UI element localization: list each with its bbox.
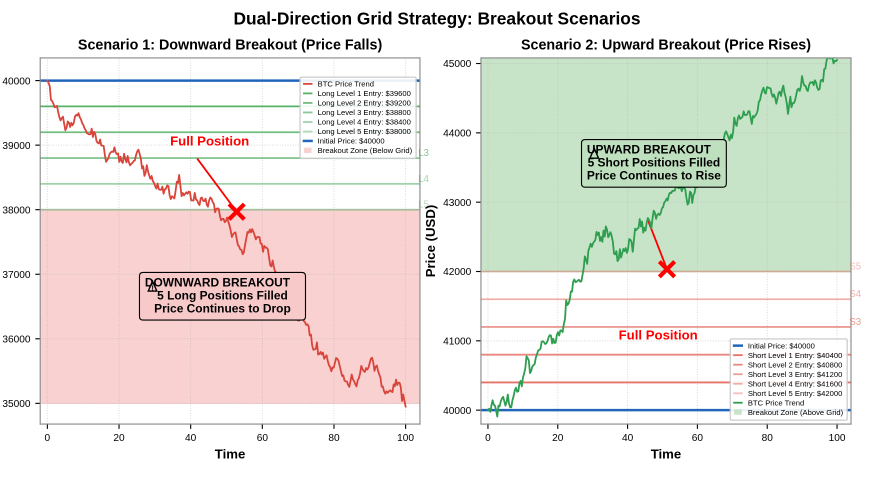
svg-text:BTC Price Trend: BTC Price Trend <box>318 80 374 89</box>
svg-text:80: 80 <box>328 433 340 444</box>
svg-text:37000: 37000 <box>2 270 31 281</box>
svg-text:Full Position: Full Position <box>170 133 249 148</box>
svg-text:20: 20 <box>552 433 564 444</box>
svg-text:Scenario 2: Upward Breakout (P: Scenario 2: Upward Breakout (Price Rises… <box>521 38 811 54</box>
svg-text:Time: Time <box>651 446 682 461</box>
svg-text:0: 0 <box>485 433 491 444</box>
svg-text:S5: S5 <box>849 261 861 272</box>
svg-text:5 Long Positions Filled: 5 Long Positions Filled <box>157 288 288 302</box>
svg-text:Long Level 2 Entry: $39200: Long Level 2 Entry: $39200 <box>318 99 411 108</box>
svg-text:Initial Price: $40000: Initial Price: $40000 <box>748 341 815 350</box>
svg-text:BTC Price Trend: BTC Price Trend <box>748 398 804 407</box>
svg-text:Short Level 4 Entry: $41600: Short Level 4 Entry: $41600 <box>748 379 843 388</box>
svg-text:S3: S3 <box>849 317 861 328</box>
svg-text:40000: 40000 <box>443 406 472 417</box>
svg-text:Short Level 5 Entry: $42000: Short Level 5 Entry: $42000 <box>748 389 843 398</box>
svg-text:38000: 38000 <box>2 205 31 216</box>
svg-text:Scenario 1: Downward Breakout: Scenario 1: Downward Breakout (Price Fal… <box>78 38 383 54</box>
svg-text:0: 0 <box>45 433 51 444</box>
svg-text:Short Level 3 Entry: $41200: Short Level 3 Entry: $41200 <box>748 370 843 379</box>
svg-text:35000: 35000 <box>2 399 31 410</box>
svg-text:Breakout Zone (Above Grid): Breakout Zone (Above Grid) <box>748 408 844 417</box>
svg-text:40000: 40000 <box>2 76 31 87</box>
svg-text:44000: 44000 <box>443 129 472 140</box>
svg-text:Price Continues to Drop: Price Continues to Drop <box>154 301 291 315</box>
svg-text:Dual-Direction Grid Strategy:: Dual-Direction Grid Strategy: Breakout S… <box>233 9 640 29</box>
svg-text:39000: 39000 <box>2 141 31 152</box>
svg-text:45000: 45000 <box>443 59 472 70</box>
svg-text:Long Level 5 Entry: $38000: Long Level 5 Entry: $38000 <box>318 127 411 136</box>
svg-text:40: 40 <box>185 433 197 444</box>
svg-text:L4: L4 <box>418 174 429 185</box>
svg-text:Price (USD): Price (USD) <box>423 205 438 278</box>
svg-text:41000: 41000 <box>443 337 472 348</box>
svg-text:Long Level 3 Entry: $38800: Long Level 3 Entry: $38800 <box>318 108 411 117</box>
svg-text:Initial Price: $40000: Initial Price: $40000 <box>318 137 385 146</box>
svg-text:Price Continues to Rise: Price Continues to Rise <box>587 168 721 182</box>
svg-text:L3: L3 <box>418 148 429 159</box>
svg-text:80: 80 <box>762 433 774 444</box>
svg-text:Short Level 2 Entry: $40800: Short Level 2 Entry: $40800 <box>748 360 843 369</box>
svg-text:Breakout Zone (Below Grid): Breakout Zone (Below Grid) <box>318 146 413 155</box>
svg-text:42000: 42000 <box>443 267 472 278</box>
svg-text:100: 100 <box>829 433 846 444</box>
svg-text:!: ! <box>151 284 153 293</box>
svg-text:Full Position: Full Position <box>619 327 698 342</box>
svg-text:60: 60 <box>257 433 269 444</box>
svg-text:Time: Time <box>215 446 246 461</box>
svg-text:20: 20 <box>113 433 125 444</box>
svg-text:40: 40 <box>622 433 634 444</box>
svg-text:S4: S4 <box>849 289 861 300</box>
svg-text:100: 100 <box>397 433 414 444</box>
svg-text:Long Level 4 Entry: $38400: Long Level 4 Entry: $38400 <box>318 118 411 127</box>
svg-text:Short Level 1 Entry: $40400: Short Level 1 Entry: $40400 <box>748 351 843 360</box>
svg-text:43000: 43000 <box>443 198 472 209</box>
svg-text:Long Level 1 Entry: $39600: Long Level 1 Entry: $39600 <box>318 89 411 98</box>
svg-text:36000: 36000 <box>2 334 31 345</box>
svg-text:60: 60 <box>692 433 704 444</box>
